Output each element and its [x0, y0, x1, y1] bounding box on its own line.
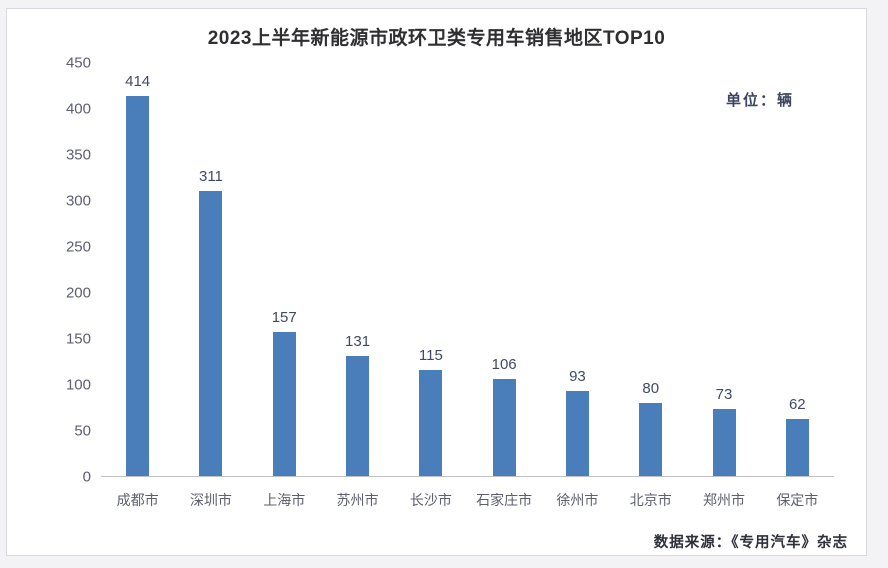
y-tick-label: 100 — [65, 376, 91, 394]
bar-value-label: 131 — [345, 332, 371, 350]
x-category-label: 上海市 — [263, 492, 306, 508]
bar-column: 414 — [101, 63, 174, 476]
y-tick-label: 150 — [65, 330, 91, 348]
x-category-label: 北京市 — [629, 492, 672, 508]
x-category-label: 徐州市 — [556, 492, 599, 508]
bar-column: 62 — [761, 63, 834, 476]
bar-column: 73 — [687, 63, 760, 476]
bar: 414 — [125, 73, 150, 476]
x-category-label: 长沙市 — [409, 492, 452, 508]
y-tick-label: 300 — [65, 192, 91, 210]
bar: 73 — [712, 386, 736, 476]
bar: 106 — [492, 356, 517, 476]
x-category-label: 保定市 — [776, 492, 819, 508]
x-category-label: 石家庄市 — [476, 492, 533, 508]
bar-value-label: 414 — [125, 73, 151, 91]
chart-card: 2023上半年新能源市政环卫类专用车销售地区TOP10 单位：辆 0 50 100 1… — [6, 8, 867, 556]
y-tick-label: 250 — [65, 238, 91, 256]
y-tick-label: 400 — [65, 100, 91, 118]
x-category-label: 苏州市 — [336, 492, 379, 508]
bar-column: 311 — [174, 63, 247, 476]
unit-label: 单位：辆 — [725, 92, 794, 109]
bar: 93 — [565, 368, 589, 476]
bar: 311 — [199, 168, 223, 476]
y-tick-label: 0 — [82, 468, 91, 486]
bar-column: 115 — [394, 63, 467, 476]
bar: 157 — [272, 309, 297, 476]
x-category-label: 郑州市 — [703, 492, 746, 508]
y-tick-label: 200 — [65, 284, 91, 302]
y-tick-label: 50 — [74, 422, 91, 440]
bar-value-label: 106 — [491, 355, 517, 373]
bar-column: 93 — [541, 63, 614, 476]
bar-value-label: 311 — [198, 167, 223, 185]
bar-value-label: 62 — [788, 396, 806, 414]
chart-title: 2023上半年新能源市政环卫类专用车销售地区TOP10 — [207, 28, 666, 49]
plot-area: 414 311 157 131 115 106 93 80 73 62 — [101, 63, 834, 477]
y-axis: 0 50 100 150 200 250 300 350 400 450 — [7, 55, 91, 486]
bar-column: 157 — [248, 63, 321, 476]
bar: 115 — [419, 347, 443, 476]
bar-column: 106 — [467, 63, 540, 476]
bar: 131 — [345, 333, 370, 476]
x-axis-labels: 成都市 深圳市 上海市 苏州市 长沙市 石家庄市 徐州市 北京市 郑州市 保定市 — [101, 490, 834, 510]
bar-value-label: 73 — [715, 386, 733, 404]
bar-value-label: 157 — [271, 308, 297, 326]
x-category-label: 深圳市 — [189, 492, 232, 508]
bar-value-label: 93 — [569, 367, 586, 385]
bar-value-label: 115 — [418, 347, 443, 365]
bar-value-label: 80 — [642, 379, 660, 397]
bar: 80 — [639, 380, 663, 476]
bar-column: 131 — [321, 63, 394, 476]
y-tick-label: 450 — [65, 54, 91, 72]
bar-column: 80 — [614, 63, 687, 476]
y-tick-label: 350 — [65, 146, 91, 164]
data-source: 数据来源：《专用汽车》杂志 — [653, 535, 848, 551]
bar: 62 — [785, 396, 809, 476]
x-category-label: 成都市 — [116, 492, 159, 508]
